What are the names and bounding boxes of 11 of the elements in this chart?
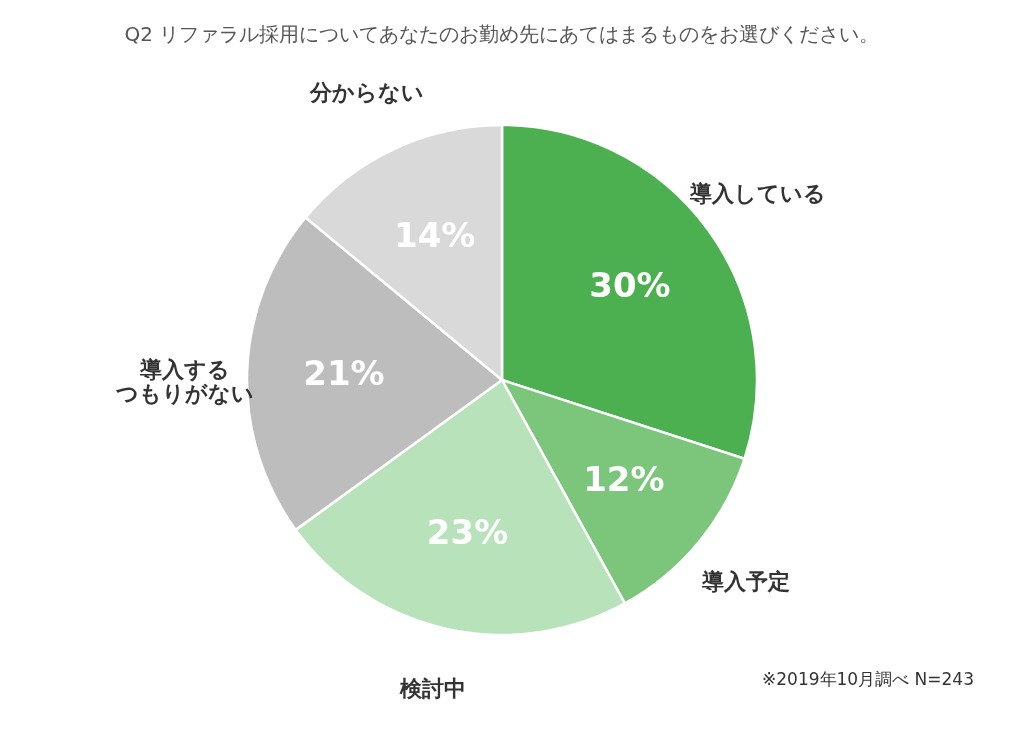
text: ※2019年10月調べ N=243 <box>762 669 974 689</box>
slice-label: 導入するつもりがない <box>116 357 255 407</box>
data-label: 23% <box>426 512 509 553</box>
slice-label: 分からない <box>309 80 425 106</box>
slice-label: 導入予定 <box>701 569 791 595</box>
chart-title: Q2 リファラル採用についてあなたのお勤め先にあてはまるものをお選びください。 <box>124 22 880 46</box>
slice-label: 検討中 <box>398 676 466 702</box>
data-label: 12% <box>583 458 665 499</box>
data-label: 30% <box>589 265 671 306</box>
data-label: 21% <box>303 353 385 394</box>
slice-label: 導入している <box>689 180 827 206</box>
